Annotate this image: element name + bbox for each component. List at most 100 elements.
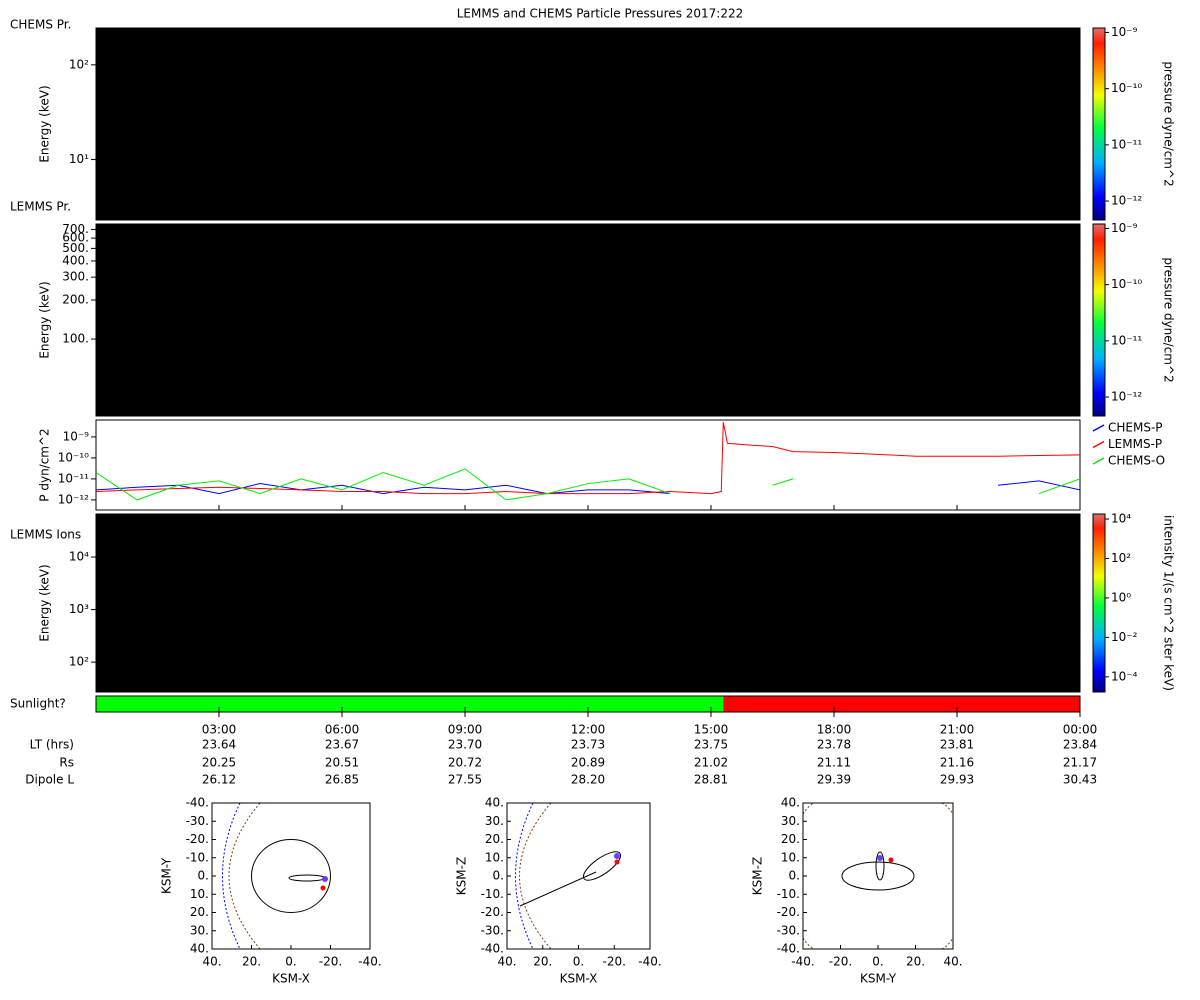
- y-axis-label: Energy (keV): [38, 85, 52, 162]
- y-tick-label: 20.: [190, 905, 209, 919]
- y-tick-label: 30.: [190, 923, 209, 937]
- x-tick-label: 0.: [573, 955, 584, 969]
- ephemeris-value: 23.70: [448, 738, 482, 752]
- ephemeris-value: 20.51: [325, 756, 359, 770]
- legend-label: LEMMS-P: [1108, 437, 1162, 451]
- x-tick-label: -20.: [319, 955, 342, 969]
- ephemeris-value: 21.11: [817, 756, 851, 770]
- y-tick-label: 10³: [69, 602, 89, 616]
- x-tick-label: -40.: [791, 955, 814, 969]
- ephemeris-value: 21.02: [694, 756, 728, 770]
- y-axis-label: Energy (keV): [38, 564, 52, 641]
- y-tick-label: -40.: [481, 942, 504, 956]
- orbit-2-shapes: [515, 802, 622, 950]
- y-tick-label: 40.: [190, 942, 209, 956]
- ephemeris-value: 28.20: [571, 773, 605, 787]
- time-tick-label: 03:00: [202, 723, 237, 737]
- colorbar-tick-label: 10⁻⁹: [1111, 221, 1138, 235]
- time-tick-label: 15:00: [694, 723, 729, 737]
- y-tick-label: 10¹: [69, 152, 89, 166]
- ephemeris-value: 23.73: [571, 738, 605, 752]
- colorbar: [1092, 513, 1106, 693]
- time-tick-label: 09:00: [448, 723, 483, 737]
- orbit-1-shapes: [222, 802, 331, 950]
- colorbar-tick-label: 10⁰: [1111, 590, 1131, 604]
- x-tick-label: 20.: [533, 955, 552, 969]
- y-tick-label: -20.: [777, 905, 800, 919]
- y-tick-label: -20.: [186, 832, 209, 846]
- orbit-3-shapes: [802, 802, 954, 950]
- colorbar-label: pressure dyne/cm^2: [1162, 61, 1176, 186]
- x-tick-label: -40.: [358, 955, 381, 969]
- y-tick-label: -30.: [186, 814, 209, 828]
- ephemeris-value: 23.64: [202, 738, 236, 752]
- ephemeris-value: 23.67: [325, 738, 359, 752]
- ephemeris-row-label: LT (hrs): [30, 738, 74, 752]
- ephemeris-value: 23.75: [694, 738, 728, 752]
- colorbar-tick-label: 10⁻¹¹: [1111, 333, 1142, 347]
- ephemeris-value: 29.39: [817, 773, 851, 787]
- colorbar-tick-label: 10⁻¹⁰: [1111, 81, 1142, 95]
- y-tick-label: 400.: [62, 253, 89, 267]
- colorbar-label: intensity 1/(s cm^2 ster keV): [1162, 515, 1176, 691]
- ephemeris-value: 20.25: [202, 756, 236, 770]
- ephemeris-value: 21.16: [940, 756, 974, 770]
- x-tick-label: 40.: [943, 955, 962, 969]
- colorbar-tick-label: 10⁻⁴: [1111, 669, 1138, 683]
- colorbar-tick-label: 10⁻¹²: [1111, 194, 1142, 208]
- x-tick-label: -40.: [638, 955, 661, 969]
- colorbar-tick-label: 10⁻¹²: [1111, 390, 1142, 404]
- status-segment: [723, 696, 1080, 712]
- colorbar-tick-label: 10⁴: [1111, 512, 1131, 526]
- colorbar: [1092, 223, 1106, 417]
- ephemeris-value: 26.12: [202, 773, 236, 787]
- ephemeris-value: 20.72: [448, 756, 482, 770]
- ephemeris-value: 23.84: [1063, 738, 1097, 752]
- y-tick-label: 0.: [493, 869, 504, 883]
- x-tick-label: -20.: [829, 955, 852, 969]
- spectrogram-panel: [95, 223, 1081, 417]
- y-tick-label: -10.: [186, 850, 209, 864]
- y-tick-label: 40.: [781, 796, 800, 810]
- legend-label: CHEMS-P: [1108, 421, 1163, 435]
- legend-label: CHEMS-O: [1108, 454, 1165, 468]
- x-axis-label: KSM-X: [560, 972, 598, 986]
- y-tick-label: 20.: [781, 832, 800, 846]
- colorbar-tick-label: 10⁻¹⁰: [1111, 277, 1142, 291]
- y-tick-label: 10.: [485, 850, 504, 864]
- y-tick-label: 10⁴: [69, 550, 89, 564]
- ephemeris-row-label: Dipole L: [25, 773, 74, 787]
- figure-title: LEMMS and CHEMS Particle Pressures 2017:…: [457, 7, 744, 21]
- ephemeris-value: 27.55: [448, 773, 482, 787]
- x-axis-label: KSM-Y: [860, 972, 897, 986]
- y-tick-label: 600.: [62, 231, 89, 245]
- ephemeris-value: 29.93: [940, 773, 974, 787]
- y-tick-label: 10.: [190, 887, 209, 901]
- spectrogram-panel: [95, 27, 1081, 221]
- colorbar-tick-label: 10²: [1111, 551, 1131, 565]
- x-axis-label: KSM-X: [272, 972, 310, 986]
- time-tick-label: 06:00: [325, 723, 360, 737]
- x-tick-label: 20.: [906, 955, 925, 969]
- panel-label: Sunlight?: [10, 697, 66, 711]
- y-tick-label: 300.: [62, 270, 89, 284]
- colorbar-tick-label: 10⁻²: [1111, 630, 1138, 644]
- ephemeris-value: 20.89: [571, 756, 605, 770]
- ephemeris-value: 30.43: [1063, 773, 1097, 787]
- y-tick-label: 700.: [62, 222, 89, 236]
- y-tick-label: 40.: [485, 796, 504, 810]
- y-axis-label: Energy (keV): [38, 281, 52, 358]
- y-axis-label: P dyn/cm^2: [38, 428, 52, 501]
- y-tick-label: 100.: [62, 332, 89, 346]
- y-tick-label: -40.: [186, 796, 209, 810]
- x-tick-label: 40.: [202, 955, 221, 969]
- time-tick-label: 12:00: [571, 723, 606, 737]
- y-tick-label: -30.: [777, 923, 800, 937]
- y-tick-label: -30.: [481, 923, 504, 937]
- y-tick-label: 30.: [781, 814, 800, 828]
- colorbar-tick-label: 10⁻⁹: [1111, 25, 1138, 39]
- y-tick-label: 10⁻⁹: [63, 429, 90, 443]
- y-tick-label: 200.: [62, 292, 89, 306]
- orbit-frame: [802, 802, 954, 950]
